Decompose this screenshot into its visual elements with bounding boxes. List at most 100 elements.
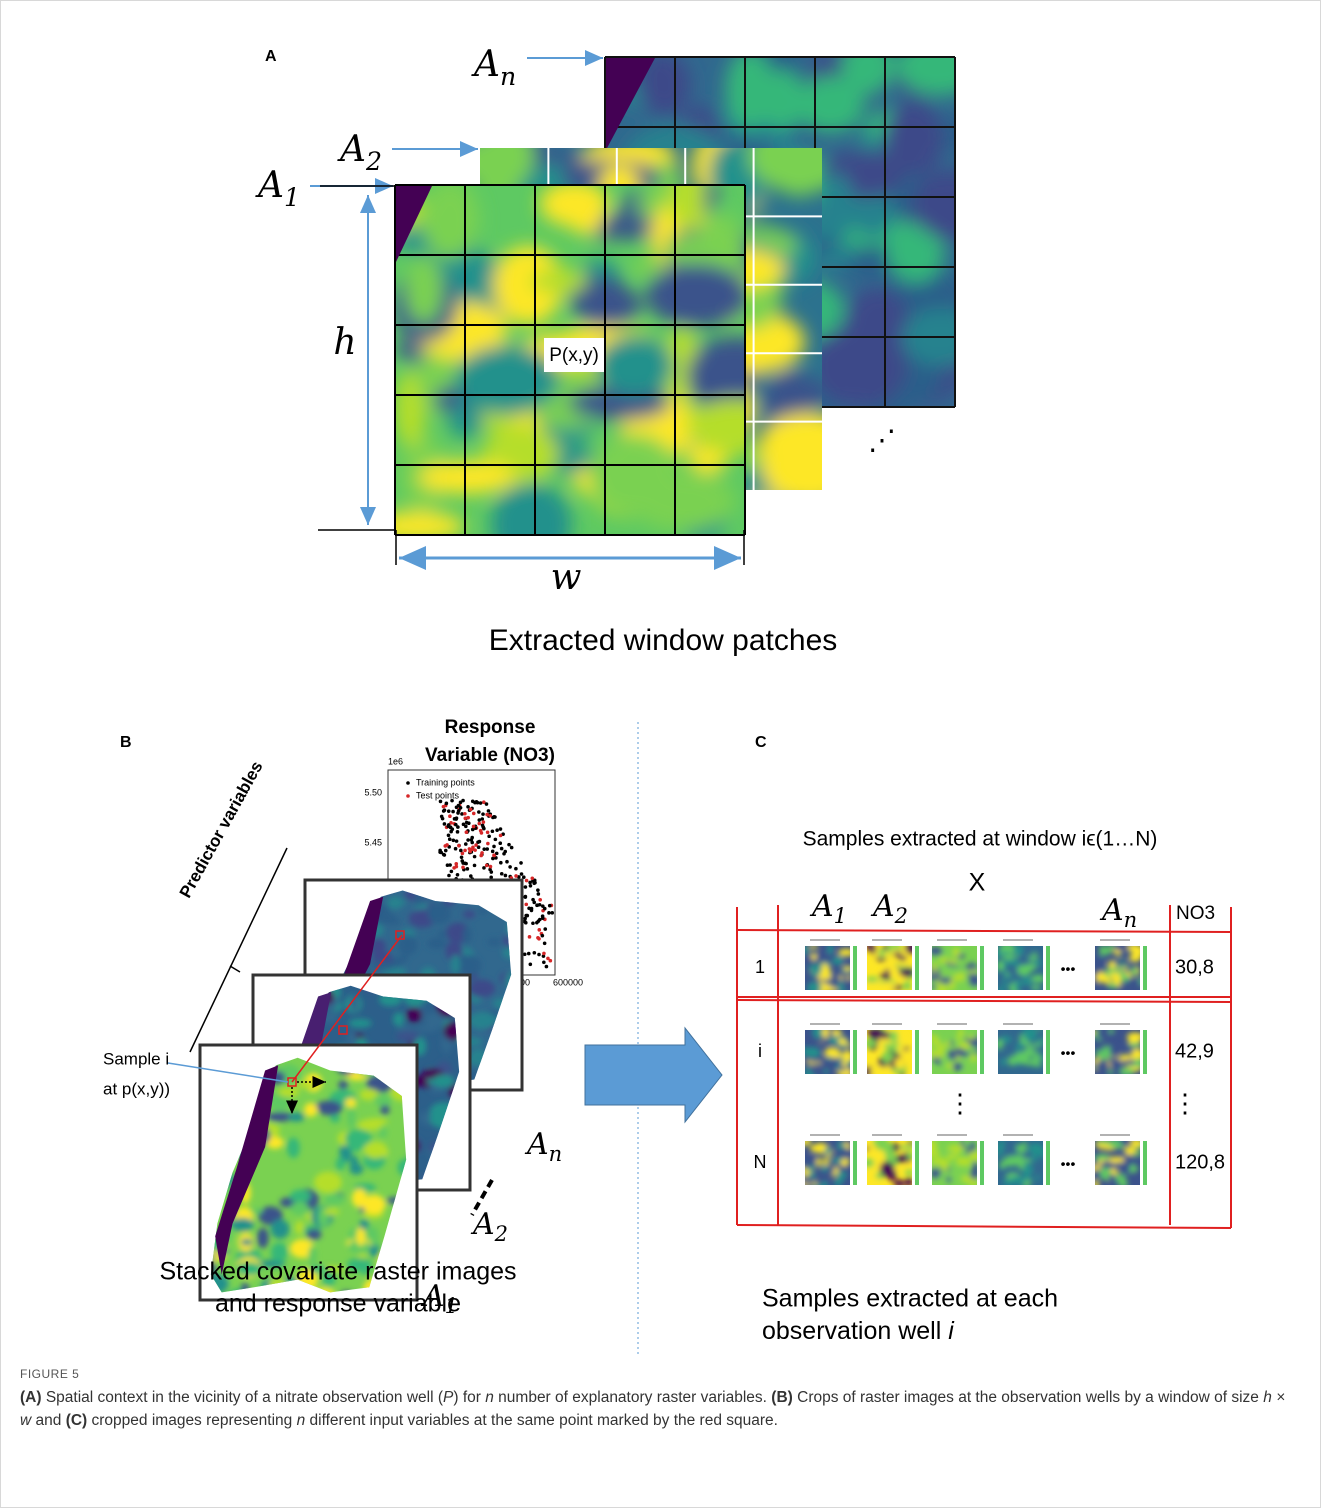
column-label-base: A xyxy=(1099,893,1124,928)
target-label: NO3 xyxy=(1176,903,1215,924)
scatter-point xyxy=(463,816,467,820)
raster-blob xyxy=(290,1202,309,1215)
predictor-bracket xyxy=(230,966,240,972)
scatter-point xyxy=(456,873,460,877)
raster-blob xyxy=(1038,1059,1048,1063)
scatter-point xyxy=(480,817,484,821)
scatter-point xyxy=(527,952,531,956)
caption-segment: n xyxy=(485,1389,494,1406)
thumb-colorbar xyxy=(980,1141,984,1185)
more-layers: ⋰ xyxy=(868,424,896,455)
raster xyxy=(928,1028,983,1077)
scatter-point xyxy=(533,951,537,955)
raster-blob xyxy=(231,1218,255,1231)
scatter-point xyxy=(447,874,451,878)
raster xyxy=(797,1138,856,1190)
row-label: i xyxy=(758,1041,762,1061)
raster-blob xyxy=(958,1168,964,1173)
raster-blob xyxy=(371,961,395,970)
raster-blob xyxy=(935,1177,948,1190)
raster-blob xyxy=(1035,1165,1040,1175)
raster-blob xyxy=(1022,1027,1037,1037)
scatter-point xyxy=(468,850,472,854)
raster-blob xyxy=(345,1098,356,1108)
row-value: 30,8 xyxy=(1175,956,1214,978)
raster-blob xyxy=(347,1107,355,1129)
scatter-point xyxy=(443,822,447,826)
layer-label-sub: n xyxy=(549,1142,563,1166)
scatter-point xyxy=(460,856,464,860)
scatter-point xyxy=(530,876,534,880)
caption-var: i xyxy=(948,1317,955,1345)
raster-blob xyxy=(961,982,969,990)
raster-blob xyxy=(898,962,912,967)
thumb-colorbar xyxy=(1143,946,1147,990)
scatter-point xyxy=(536,936,540,940)
raster-blob xyxy=(833,956,844,965)
raster-blob xyxy=(993,975,1002,980)
thumb-colorbar xyxy=(853,1030,857,1074)
scatter-point xyxy=(492,845,496,849)
raster-blob xyxy=(823,1158,829,1166)
scatter-point xyxy=(450,799,454,803)
scatter-point xyxy=(456,825,460,829)
raster-blob xyxy=(1107,944,1114,951)
raster-blob xyxy=(1118,1180,1128,1188)
scatter-point xyxy=(465,830,469,834)
scatter-point xyxy=(505,860,509,864)
scatter-point xyxy=(455,816,459,820)
raster-blob xyxy=(366,512,464,541)
scatter-point xyxy=(541,916,545,920)
response-title: Variable (NO3) xyxy=(425,745,555,766)
scatter-point xyxy=(487,834,491,838)
raster-blob xyxy=(487,938,500,946)
column-label-sub: 1 xyxy=(834,904,847,928)
raster-blob xyxy=(373,1095,392,1106)
raster-blob xyxy=(994,1145,1003,1151)
scatter-point xyxy=(538,898,542,902)
scatter-point xyxy=(492,854,496,858)
raster-blob xyxy=(365,1118,388,1125)
row-value: 42,9 xyxy=(1175,1040,1214,1062)
scatter-point xyxy=(500,872,504,876)
col-ellipsis: ⋮ xyxy=(947,1088,973,1118)
raster-blob xyxy=(1110,1059,1123,1069)
raster-blob xyxy=(324,1194,344,1205)
scatter-point xyxy=(469,874,473,878)
raster-blob xyxy=(970,1054,977,1062)
scatter-point xyxy=(537,953,541,957)
raster-blob xyxy=(843,980,851,991)
raster-blob xyxy=(871,982,882,995)
scatter-point xyxy=(485,847,489,851)
raster-blob xyxy=(896,36,984,95)
raster-blob xyxy=(863,1039,876,1047)
layer-label-sub: 1 xyxy=(284,183,300,212)
scatter-point xyxy=(469,808,473,812)
scatter-point xyxy=(525,914,529,918)
raster-blob xyxy=(1003,1179,1014,1186)
raster-blob xyxy=(998,1067,1006,1078)
scatter-point xyxy=(485,802,489,806)
raster-blob xyxy=(364,1141,388,1158)
panel-caption: Samples extracted at each xyxy=(762,1285,1058,1313)
scatter-point xyxy=(529,962,533,966)
raster-blob xyxy=(1134,1033,1144,1038)
raster-blob xyxy=(958,1028,963,1037)
raster-blob xyxy=(491,484,572,564)
scatter-point xyxy=(550,911,554,915)
scatter-point xyxy=(447,823,451,827)
raster-blob xyxy=(807,982,822,994)
scatter-point xyxy=(524,885,528,889)
scatter-point xyxy=(466,805,470,809)
thumb-colorbar xyxy=(1143,1030,1147,1074)
scatter-point xyxy=(546,957,550,961)
raster-blob xyxy=(810,972,817,977)
raster-blob xyxy=(877,1150,886,1162)
scatter-offset: 1e6 xyxy=(388,756,403,766)
raster-blob xyxy=(1001,1058,1007,1065)
raster-blob xyxy=(1108,1157,1124,1163)
layer-label-base: A xyxy=(524,1127,549,1162)
scatter-point xyxy=(461,861,465,865)
scatter-point xyxy=(481,823,485,827)
scatter-point xyxy=(463,849,467,853)
